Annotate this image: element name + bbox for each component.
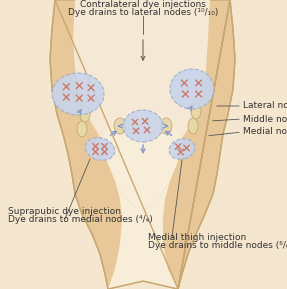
Ellipse shape (170, 69, 214, 109)
Text: Lateral node: Lateral node (243, 101, 287, 110)
Text: Medial thigh injection: Medial thigh injection (148, 233, 246, 242)
Ellipse shape (188, 118, 198, 134)
Ellipse shape (123, 110, 163, 142)
Polygon shape (50, 0, 235, 289)
Text: Dye drains to lateral nodes (¹⁰/₁₀): Dye drains to lateral nodes (¹⁰/₁₀) (68, 8, 218, 17)
Text: Contralateral dye injections: Contralateral dye injections (80, 0, 206, 9)
Polygon shape (100, 109, 183, 211)
Text: Medial node: Medial node (243, 127, 287, 136)
Ellipse shape (191, 103, 201, 119)
Text: Dye drains to middle nodes (⁶/₆): Dye drains to middle nodes (⁶/₆) (148, 241, 287, 250)
Ellipse shape (114, 118, 126, 134)
Ellipse shape (169, 139, 195, 159)
Text: Dye drains to medial nodes (⁴/₄): Dye drains to medial nodes (⁴/₄) (8, 215, 153, 224)
Ellipse shape (85, 138, 115, 160)
Ellipse shape (52, 73, 104, 115)
Text: Suprapubic dye injection: Suprapubic dye injection (8, 207, 121, 216)
Polygon shape (73, 0, 210, 156)
Ellipse shape (160, 118, 172, 134)
Ellipse shape (77, 121, 87, 137)
Text: Middle node: Middle node (243, 114, 287, 123)
Polygon shape (108, 181, 178, 289)
Ellipse shape (80, 106, 90, 122)
